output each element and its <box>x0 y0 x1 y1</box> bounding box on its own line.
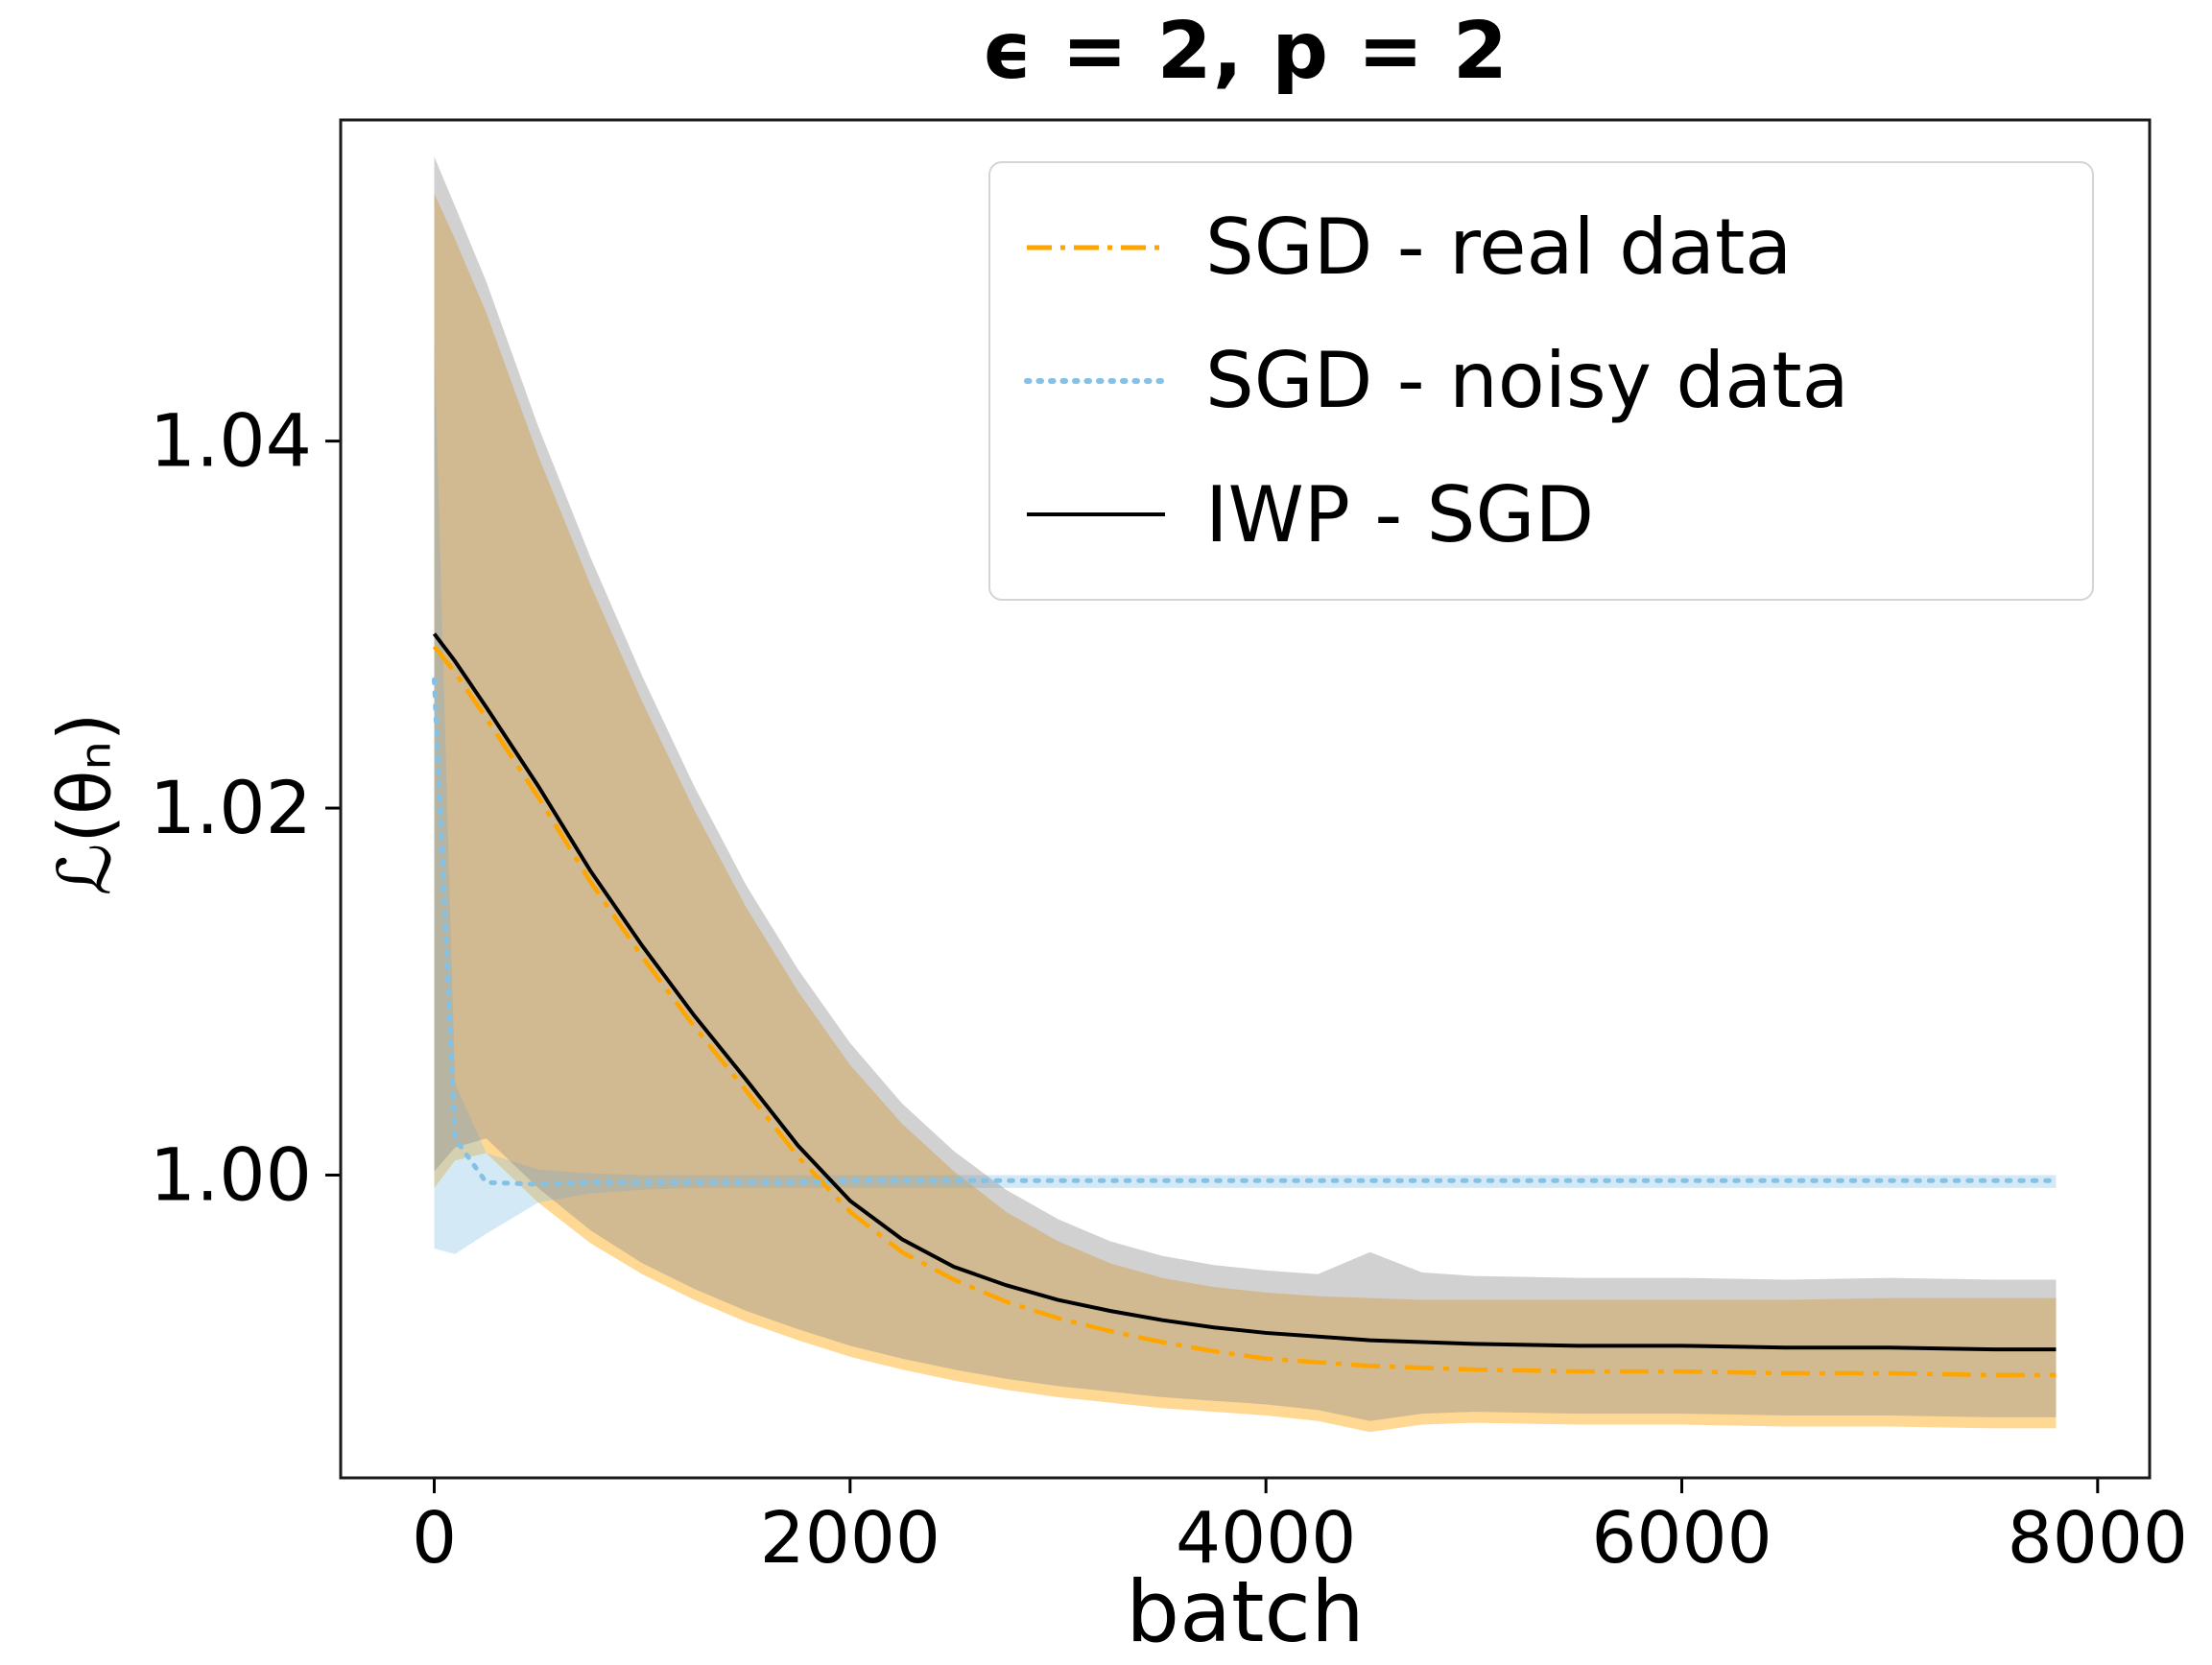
band-iwp-sgd <box>434 156 2057 1421</box>
x-tick-label: 4000 <box>1176 1497 1356 1580</box>
line-sgd-real-data <box>432 645 2057 1378</box>
legend-item-real: SGD - real data <box>1023 202 2059 292</box>
dashdot-line-sample-icon <box>1027 245 1165 250</box>
chart-title: ϵ = 2, p = 2 <box>982 6 1509 97</box>
y-axis-label: ℒ(θₙ) <box>41 712 128 896</box>
legend-item-noisy: SGD - noisy data <box>1023 336 2059 425</box>
x-axis-label: batch <box>1126 1562 1365 1661</box>
dotted-line-sample-icon <box>1024 377 1168 384</box>
x-tick-label: 8000 <box>2008 1497 2188 1580</box>
legend-label-iwp: IWP - SGD <box>1205 469 1595 559</box>
legend-item-iwp: IWP - SGD <box>1023 470 2059 559</box>
solid-line-sample-icon <box>1027 512 1165 517</box>
y-tick-label: 1.04 <box>150 398 312 484</box>
line-iwp-sgd <box>432 632 2057 1352</box>
legend: SGD - real data SGD - noisy data IWP - S… <box>988 161 2094 601</box>
y-tick-label: 1.02 <box>150 765 312 850</box>
legend-label-noisy: SGD - noisy data <box>1205 336 1849 426</box>
x-tick-label: 2000 <box>760 1497 940 1580</box>
band-sgd-real-data <box>434 193 2057 1433</box>
x-tick-label: 0 <box>412 1497 457 1580</box>
line-sgd-noisy-data <box>432 677 2058 1187</box>
legend-label-real: SGD - real data <box>1205 202 1793 293</box>
axes-box <box>339 118 2152 1480</box>
x-tick-label: 6000 <box>1591 1497 1772 1580</box>
y-tick-label: 1.00 <box>150 1131 312 1217</box>
